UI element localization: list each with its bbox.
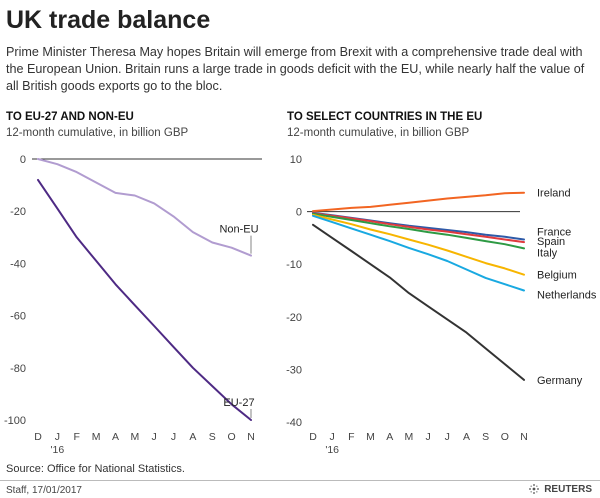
series-line-italy xyxy=(312,212,525,250)
series-line-non-eu xyxy=(37,158,252,257)
x-tick-label: J xyxy=(55,431,60,443)
y-tick-label: -60 xyxy=(10,311,26,323)
left-panel-title: TO EU-27 AND NON-EU xyxy=(6,111,134,123)
x-tick-label: N xyxy=(247,431,255,443)
x-tick-label: A xyxy=(386,431,393,443)
x-tick-label: J xyxy=(445,431,450,443)
y-tick-label: -40 xyxy=(10,258,26,270)
series-label: EU-27 xyxy=(223,397,254,409)
series-label: Non-EU xyxy=(219,224,258,236)
x-tick-label: M xyxy=(92,431,101,443)
x-tick-label: M xyxy=(130,431,139,443)
x-tick-label: M xyxy=(405,431,414,443)
y-tick-label: -80 xyxy=(10,363,26,375)
left-panel-subtitle: 12-month cumulative, in billion GBP xyxy=(6,127,189,139)
x-tick-label: S xyxy=(209,431,216,443)
series-label: Spain xyxy=(537,236,565,248)
x-tick-label: A xyxy=(189,431,196,443)
y-tick-label: 0 xyxy=(296,207,302,219)
series-label: France xyxy=(537,226,571,238)
reuters-dot-icon xyxy=(529,484,540,494)
y-tick-label: -10 xyxy=(286,259,302,271)
right-panel-title: TO SELECT COUNTRIES IN THE EU xyxy=(287,111,483,123)
credit-line: Staff, 17/01/2017 xyxy=(6,485,82,496)
reuters-logo: REUTERS xyxy=(528,483,592,495)
y-tick-label: -40 xyxy=(286,417,302,429)
right-panel-subtitle: 12-month cumulative, in billion GBP xyxy=(287,127,470,139)
x-tick-label: S xyxy=(482,431,489,443)
x-tick-label: J xyxy=(425,431,430,443)
x-tick-label: D xyxy=(309,431,317,443)
x-tick-label: A xyxy=(463,431,470,443)
series-label: Ireland xyxy=(537,188,571,200)
series-label: Germany xyxy=(537,375,583,387)
y-tick-label: -30 xyxy=(286,364,302,376)
x-tick-label: F xyxy=(348,431,354,443)
series-line-germany xyxy=(312,223,525,381)
y-tick-label: -20 xyxy=(10,206,26,218)
series-line-ireland xyxy=(312,191,525,213)
x-tick-label: M xyxy=(366,431,375,443)
x-year-label: '16 xyxy=(51,444,65,456)
x-tick-label: N xyxy=(520,431,528,443)
series-line-belgium xyxy=(312,213,525,276)
page-title: UK trade balance xyxy=(6,6,211,34)
x-tick-label: F xyxy=(74,431,80,443)
y-tick-label: 0 xyxy=(20,154,26,166)
x-tick-label: A xyxy=(112,431,119,443)
y-tick-label: -20 xyxy=(286,312,302,324)
x-tick-label: J xyxy=(171,431,176,443)
y-tick-label: 10 xyxy=(290,154,302,166)
x-tick-label: J xyxy=(330,431,335,443)
x-tick-label: D xyxy=(34,431,42,443)
series-label: Netherlands xyxy=(537,290,597,302)
x-tick-label: O xyxy=(228,431,236,443)
chart-description: Prime Minister Theresa May hopes Britain… xyxy=(6,45,585,93)
brand-label: REUTERS xyxy=(544,483,592,495)
series-line-spain xyxy=(312,212,525,244)
series-line-netherlands xyxy=(312,214,525,292)
x-tick-label: O xyxy=(501,431,509,443)
x-year-label: '16 xyxy=(325,444,339,456)
source-note: Source: Office for National Statistics. xyxy=(6,463,185,475)
series-label: Belgium xyxy=(537,270,577,282)
y-tick-label: -100 xyxy=(4,415,26,427)
series-label: Italy xyxy=(537,247,558,259)
x-tick-label: J xyxy=(152,431,157,443)
series-line-eu-27 xyxy=(37,178,252,421)
footer-divider xyxy=(0,480,600,481)
